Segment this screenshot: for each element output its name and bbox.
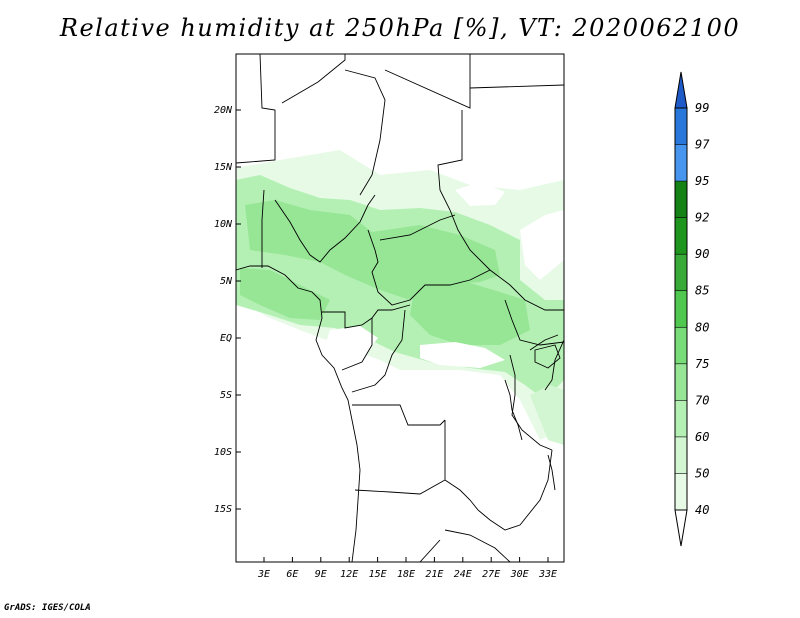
lon-tick-label: 21E [425,569,443,580]
lake-malawi [547,454,556,491]
lat-tick-label: 15S [214,504,232,515]
colorbar-segment [675,254,687,291]
map-frame [235,53,565,563]
border [384,54,471,109]
colorbar-upper-arrow [674,71,688,109]
lon-tick-label: 24E [454,569,472,580]
colorbar-label: 50 [695,466,709,480]
border [281,54,346,104]
border [437,110,564,311]
lon-tick-label: 12E [340,569,358,580]
border [261,189,265,268]
border [469,84,564,89]
lon-tick-label: 6E [286,569,298,580]
border [367,229,491,306]
dry-patch [325,326,378,355]
colorbar-segment [675,473,687,510]
colorbar-segment [675,436,687,474]
humidity-field [236,150,564,445]
lon-tick-label: 27E [482,569,500,580]
colorbar-label: 85 [695,284,709,298]
border [344,69,386,196]
colorbar-segment [675,290,687,328]
lon-tick-label: 3E [257,569,270,580]
colorbar-label: 97 [695,138,710,152]
border [504,299,564,346]
map-borders [236,54,564,562]
colorbar-label: 80 [695,320,709,334]
chart-title: Relative humidity at 250hPa [%], VT: 202… [59,14,741,42]
lat-tick-label: 10S [214,447,232,458]
lon-tick-label: 30E [510,569,529,580]
border [322,304,411,329]
lat-tick-label: 10N [214,219,233,230]
colorbar-label: 90 [695,247,709,261]
colorbar-segment [675,363,687,401]
lake-tanganyika [504,379,523,441]
dry-patch [420,342,505,368]
coastline-west-africa [236,265,361,562]
lon-tick-label: 33E [538,569,557,580]
lon-tick-label: 15E [369,569,387,580]
border [509,354,553,451]
colorbar-segment [675,217,687,255]
colorbar-label: 99 [695,101,709,115]
latitude-axis: 20N 15N 10N 5N EQ 5S 10S 15S [214,105,241,515]
lon-tick-label: 9E [315,569,327,580]
humidity-band-75-80 [410,280,530,345]
border [352,404,446,426]
humidity-band-50-60 [530,385,564,445]
border [236,54,276,164]
lat-tick-label: 15N [214,162,233,173]
colorbar-label: 92 [695,211,709,225]
border [379,214,456,241]
colorbar-label: 40 [695,503,709,517]
border [274,194,376,263]
lat-tick-label: 5N [220,276,233,287]
border [419,539,441,562]
longitude-axis: 3E 6E 9E 12E 15E 18E 21E 24E 27E 30E 33E [257,557,557,580]
colorbar-segment [675,327,687,364]
colorbar-segment [675,108,687,145]
border [354,479,446,495]
colorbar: 40 50 60 70 75 80 85 90 92 95 97 99 [674,71,710,547]
border [341,318,373,371]
lake-victoria [534,344,561,369]
humidity-band-75-80 [240,268,330,320]
lon-tick-label: 18E [397,569,415,580]
colorbar-segment [675,144,687,182]
colorbar-label: 95 [695,174,709,188]
dry-patch [455,182,505,206]
grads-credit: GrADS: IGES/COLA [4,603,91,613]
coastline-east [544,339,564,391]
border [529,334,559,351]
lat-tick-label: 20N [214,105,233,116]
lat-tick-label: EQ [220,333,232,344]
colorbar-label: 60 [695,430,709,444]
humidity-band-75-80 [245,200,500,300]
lat-tick-label: 5S [220,390,232,401]
colorbar-label: 75 [695,357,709,371]
border [351,309,406,393]
colorbar-lower-arrow [674,509,688,547]
colorbar-segment [675,181,687,218]
border [444,420,479,511]
border [477,449,553,531]
colorbar-label: 70 [695,393,709,407]
border [444,529,511,562]
colorbar-segment [675,400,687,437]
dry-patch [520,210,564,280]
